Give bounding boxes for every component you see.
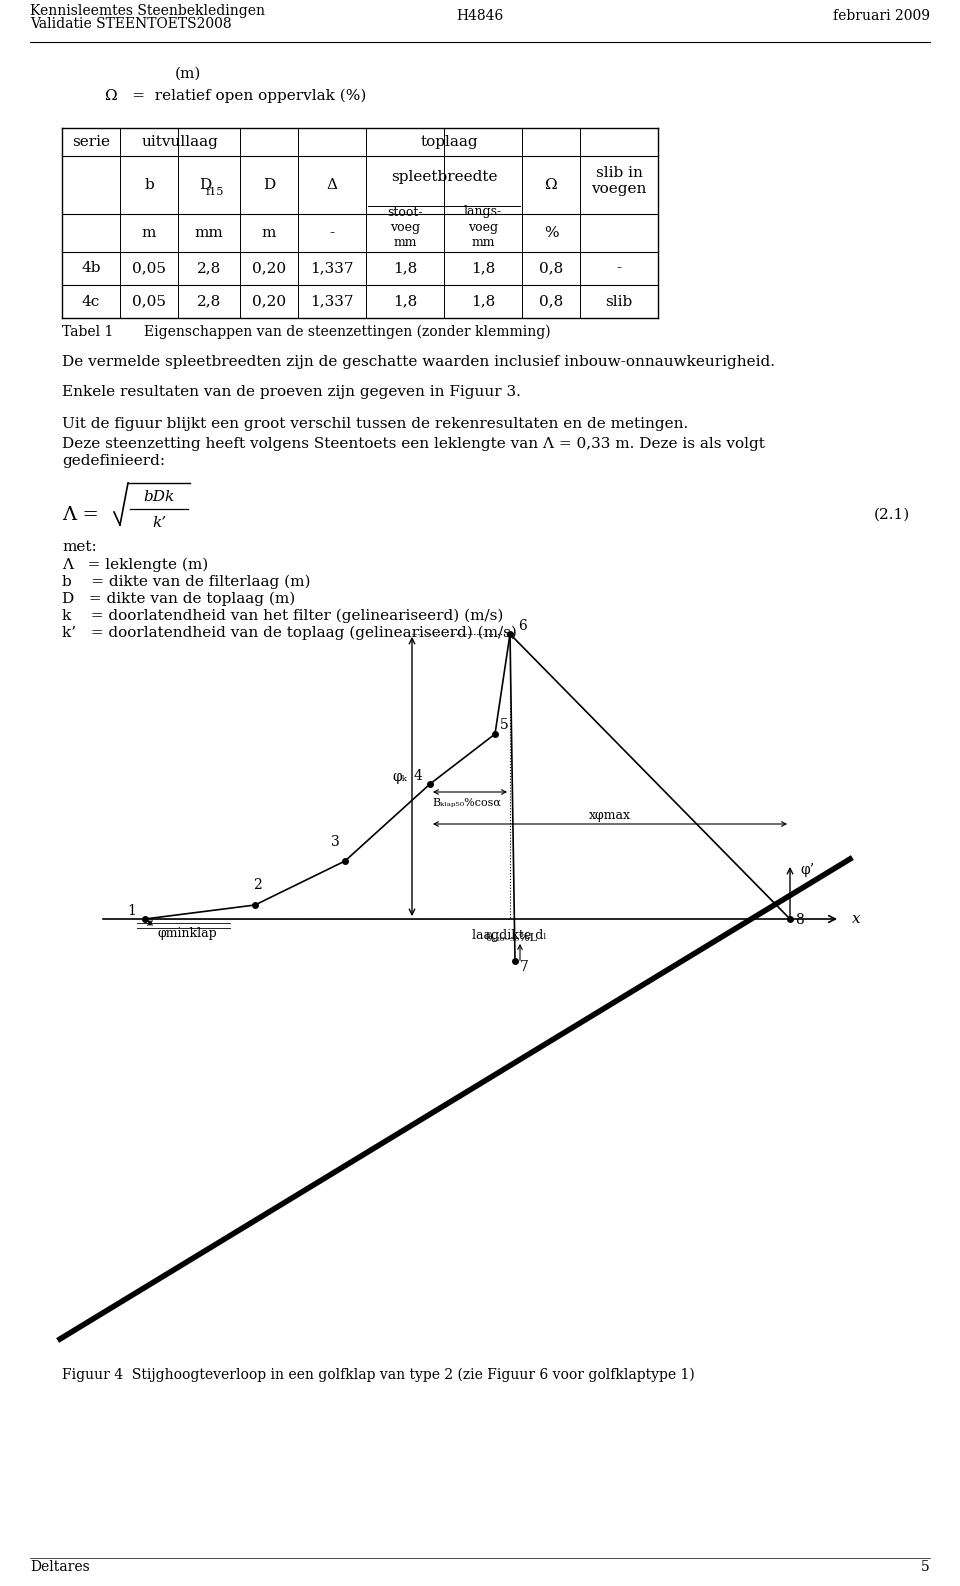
Text: spleetbreedte: spleetbreedte xyxy=(391,170,497,184)
Text: langs-
voeg
mm: langs- voeg mm xyxy=(464,206,502,249)
Text: Λ   = leklengte (m): Λ = leklengte (m) xyxy=(62,558,208,573)
Text: 7: 7 xyxy=(520,960,529,974)
Text: D: D xyxy=(263,178,276,192)
Text: k’: k’ xyxy=(152,515,166,530)
Text: 5: 5 xyxy=(500,718,509,733)
Text: toplaag: toplaag xyxy=(420,135,478,149)
Text: 1: 1 xyxy=(127,904,136,918)
Text: De vermelde spleetbreedten zijn de geschatte waarden inclusief inbouw-onnauwkeur: De vermelde spleetbreedten zijn de gesch… xyxy=(62,355,775,370)
Text: gedefinieerd:: gedefinieerd: xyxy=(62,454,165,468)
Text: m: m xyxy=(142,225,156,239)
Text: 3: 3 xyxy=(331,834,340,849)
Text: 2,8: 2,8 xyxy=(197,295,221,309)
Text: bDk: bDk xyxy=(143,490,175,504)
Text: k’   = doorlatendheid van de toplaag (gelineariseerd) (m/s): k’ = doorlatendheid van de toplaag (geli… xyxy=(62,625,516,641)
Text: f15: f15 xyxy=(205,187,225,197)
Text: b    = dikte van de filterlaag (m): b = dikte van de filterlaag (m) xyxy=(62,574,310,588)
Text: 6: 6 xyxy=(518,619,527,633)
Text: 1,8: 1,8 xyxy=(470,295,495,309)
Text: (2.1): (2.1) xyxy=(874,508,910,522)
Text: 1,8: 1,8 xyxy=(393,295,418,309)
Text: Figuur 4  Stijghoogteverloop in een golfklap van type 2 (zie Figuur 6 voor golfk: Figuur 4 Stijghoogteverloop in een golfk… xyxy=(62,1367,695,1381)
Text: φminklap: φminklap xyxy=(157,926,217,940)
Text: februari 2009: februari 2009 xyxy=(833,10,930,24)
Text: k    = doorlatendheid van het filter (gelineariseerd) (m/s): k = doorlatendheid van het filter (gelin… xyxy=(62,609,503,623)
Text: mm: mm xyxy=(195,225,224,239)
Text: 0,20: 0,20 xyxy=(252,295,286,309)
Text: -: - xyxy=(329,225,335,239)
Text: Enkele resultaten van de proeven zijn gegeven in Figuur 3.: Enkele resultaten van de proeven zijn ge… xyxy=(62,385,521,400)
Text: Bₖₗₐₚ₅₀%cosα: Bₖₗₐₚ₅₀%cosα xyxy=(432,798,501,807)
Text: 4: 4 xyxy=(414,769,422,783)
Text: 1,8: 1,8 xyxy=(393,262,418,276)
Text: 0,05: 0,05 xyxy=(132,295,166,309)
Text: 0,8: 0,8 xyxy=(539,295,564,309)
Text: Ω   =  relatief open oppervlak (%): Ω = relatief open oppervlak (%) xyxy=(105,89,367,103)
Text: stoot-
voeg
mm: stoot- voeg mm xyxy=(387,206,422,249)
Text: laagdikte dₗ: laagdikte dₗ xyxy=(472,929,546,942)
Text: Kennisleemtes Steenbekledingen: Kennisleemtes Steenbekledingen xyxy=(30,5,265,17)
Text: Δ: Δ xyxy=(326,178,338,192)
Text: b: b xyxy=(144,178,154,192)
Text: met:: met: xyxy=(62,539,97,554)
Text: 8: 8 xyxy=(795,914,804,926)
Text: φₖ: φₖ xyxy=(393,769,407,783)
Text: uitvullaag: uitvullaag xyxy=(141,135,219,149)
Text: 1,337: 1,337 xyxy=(310,262,353,276)
Text: 1,8: 1,8 xyxy=(470,262,495,276)
Text: 0,05: 0,05 xyxy=(132,262,166,276)
Text: 0,8: 0,8 xyxy=(539,262,564,276)
Text: Ω: Ω xyxy=(544,178,558,192)
Text: Λ =: Λ = xyxy=(62,506,106,523)
Text: 2: 2 xyxy=(253,879,262,891)
Text: Tabel 1       Eigenschappen van de steenzettingen (zonder klemming): Tabel 1 Eigenschappen van de steenzettin… xyxy=(62,325,551,339)
Text: m: m xyxy=(262,225,276,239)
Text: slib: slib xyxy=(606,295,633,309)
Text: slib in
voegen: slib in voegen xyxy=(591,167,647,197)
Text: 4c: 4c xyxy=(82,295,100,309)
Text: -: - xyxy=(616,262,621,276)
Text: φ’: φ’ xyxy=(800,863,814,877)
Text: 5: 5 xyxy=(922,1561,930,1573)
Text: 1,337: 1,337 xyxy=(310,295,353,309)
Text: D   = dikte van de toplaag (m): D = dikte van de toplaag (m) xyxy=(62,592,296,606)
Text: x: x xyxy=(852,912,860,926)
Text: serie: serie xyxy=(72,135,110,149)
Text: D: D xyxy=(199,178,211,192)
Text: Validatie STEENTOETS2008: Validatie STEENTOETS2008 xyxy=(30,17,231,32)
Text: H4846: H4846 xyxy=(456,10,504,24)
Text: 4b: 4b xyxy=(82,262,101,276)
Text: Deltares: Deltares xyxy=(30,1561,89,1573)
Text: (m): (m) xyxy=(175,67,202,81)
Text: Uit de figuur blijkt een groot verschil tussen de rekenresultaten en de metingen: Uit de figuur blijkt een groot verschil … xyxy=(62,417,688,431)
Text: 2,8: 2,8 xyxy=(197,262,221,276)
Text: 0,20: 0,20 xyxy=(252,262,286,276)
Text: %: % xyxy=(543,225,559,239)
Text: xφmax: xφmax xyxy=(589,809,631,822)
Text: Deze steenzetting heeft volgens Steentoets een leklengte van Λ = 0,33 m. Deze is: Deze steenzetting heeft volgens Steentoe… xyxy=(62,438,765,450)
Text: θₖ₂₀₋₅₀%L: θₖ₂₀₋₅₀%L xyxy=(485,933,537,944)
